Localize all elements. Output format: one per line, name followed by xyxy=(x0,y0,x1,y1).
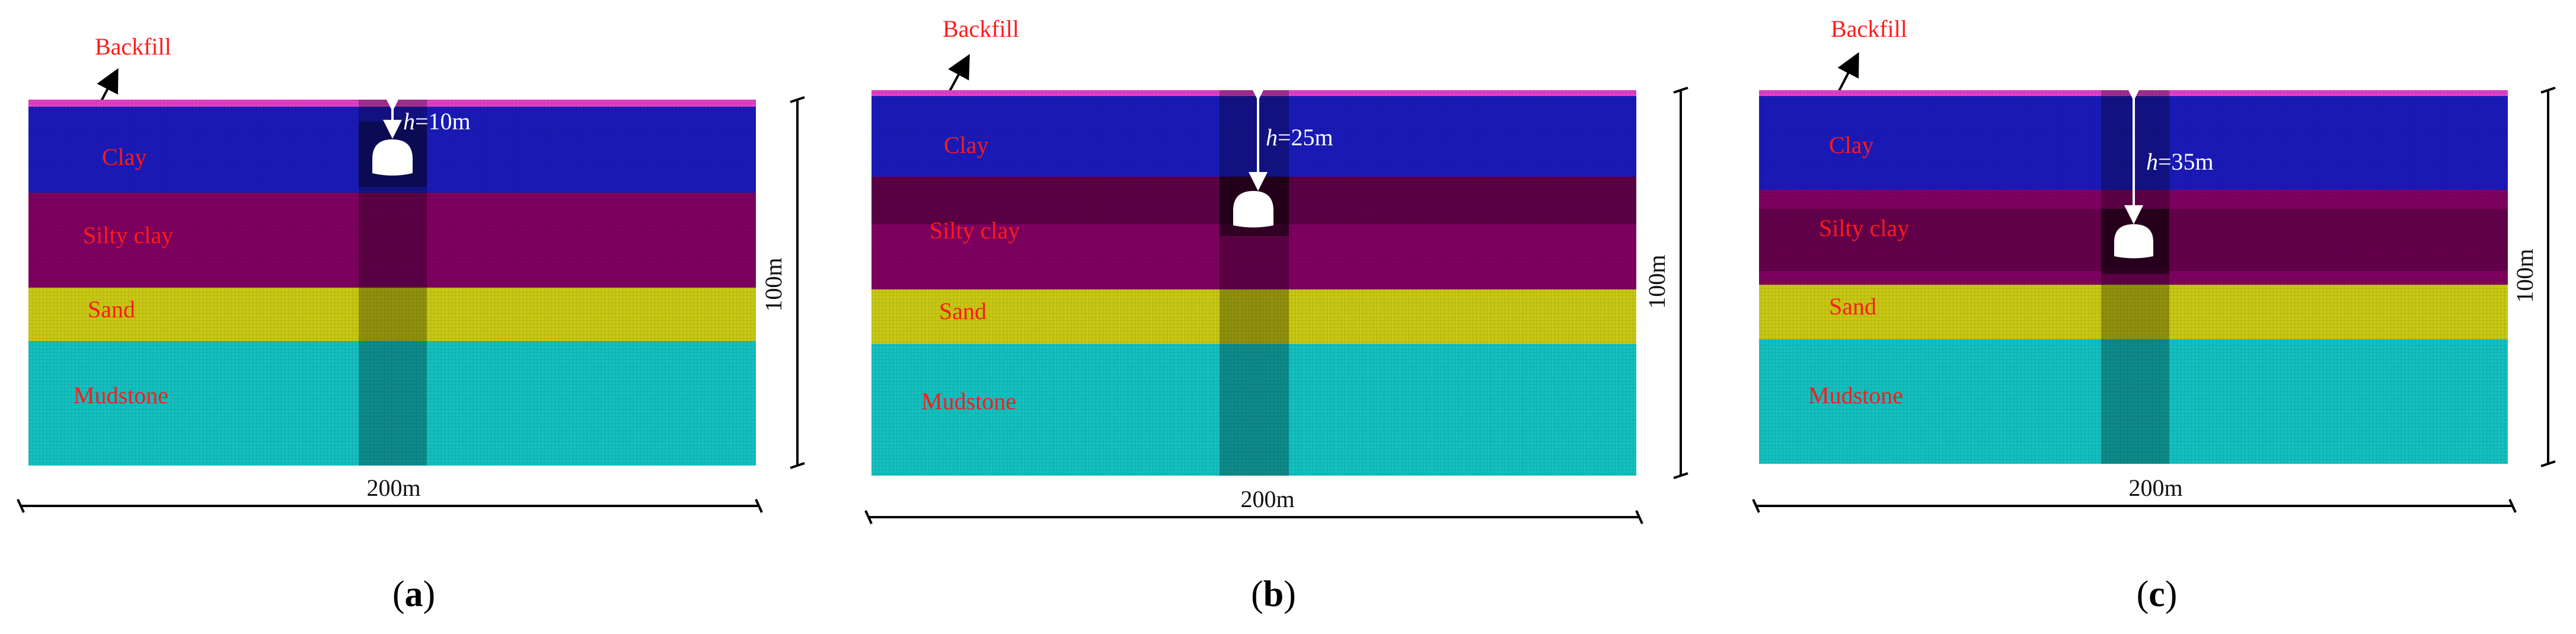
depth-label: h=25m xyxy=(1266,124,1333,151)
backfill-arrow xyxy=(97,68,119,103)
layer-label-mudstone: Mudstone xyxy=(74,382,168,409)
tunnel-profile xyxy=(1233,191,1273,228)
backfill-label: Backfill xyxy=(943,15,1019,42)
height-label: 100m xyxy=(760,257,787,311)
width-dimension xyxy=(17,499,763,513)
caption-a: (a) xyxy=(392,574,435,614)
backfill-arrow xyxy=(1837,52,1859,94)
backfill-arrow xyxy=(947,53,970,94)
backfill-label: Backfill xyxy=(1831,15,1907,42)
layer-label-sand: Sand xyxy=(939,298,987,324)
tunnel-profile xyxy=(2114,224,2153,259)
panel-a: Backfill h=10m Clay Silty clay Sand Muds… xyxy=(17,33,805,614)
layer-label-sand: Sand xyxy=(1829,293,1876,320)
layer-label-silty-clay: Silty clay xyxy=(1819,215,1909,241)
layer-label-mudstone: Mudstone xyxy=(921,388,1016,415)
height-label: 100m xyxy=(1643,254,1670,308)
height-dimension xyxy=(1673,87,1688,479)
tunnel-profile xyxy=(372,139,413,176)
depth-label: h=10m xyxy=(403,108,471,135)
width-label: 200m xyxy=(2128,474,2182,501)
panel-b: Backfill h=25m Clay Silty clay Sand Muds… xyxy=(864,15,1688,614)
layer-label-clay: Clay xyxy=(944,132,989,158)
layer-label-sand: Sand xyxy=(88,296,135,323)
layer-label-clay: Clay xyxy=(102,144,147,170)
refined-mesh-zone xyxy=(2101,90,2169,464)
caption-c: (c) xyxy=(2137,574,2178,614)
layer-label-silty-clay: Silty clay xyxy=(930,217,1020,244)
width-label: 200m xyxy=(1240,486,1294,512)
depth-label: h=35m xyxy=(2146,148,2214,175)
height-dimension xyxy=(790,96,805,469)
width-dimension xyxy=(864,510,1643,524)
height-dimension xyxy=(2540,87,2556,467)
layer-label-clay: Clay xyxy=(1829,132,1874,158)
backfill-label: Backfill xyxy=(95,33,171,60)
width-label: 200m xyxy=(366,474,420,501)
height-label: 100m xyxy=(2511,248,2538,302)
caption-b: (b) xyxy=(1251,574,1296,614)
width-dimension xyxy=(1752,499,2517,513)
panel-c: Backfill h=35m Clay Silty clay Sand Muds… xyxy=(1752,15,2556,614)
layer-label-mudstone: Mudstone xyxy=(1808,382,1903,409)
layer-label-silty-clay: Silty clay xyxy=(83,222,173,248)
